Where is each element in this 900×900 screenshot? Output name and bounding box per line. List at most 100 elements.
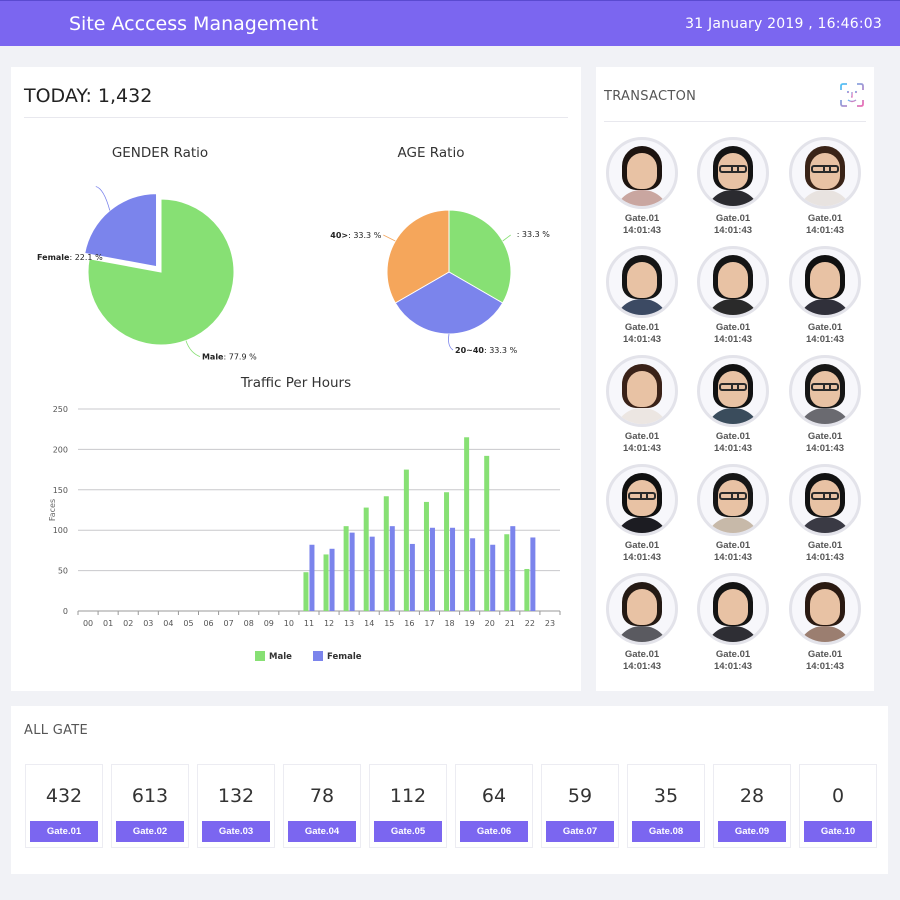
bar-male[interactable] (524, 568, 530, 611)
bar-male[interactable] (323, 554, 329, 611)
y-tick-label: 0 (63, 607, 68, 616)
pie-slice-male[interactable] (87, 198, 235, 346)
transaction-item[interactable]: Gate.01 14:01:43 (604, 573, 680, 673)
gate-button[interactable]: Gate.01 (30, 821, 98, 842)
bar-male[interactable] (423, 501, 429, 611)
transaction-time: 14:01:43 (713, 334, 753, 345)
pie-slice-female[interactable] (84, 193, 158, 268)
transaction-time: 14:01:43 (713, 552, 753, 563)
bar-male[interactable] (363, 507, 369, 611)
avatar-body (615, 626, 669, 642)
gate-button[interactable]: Gate.06 (460, 821, 528, 842)
x-tick-label: 22 (525, 619, 535, 628)
y-tick-label: 50 (58, 567, 68, 576)
avatar (606, 246, 678, 318)
transaction-item[interactable]: Gate.01 14:01:43 (787, 137, 863, 237)
transaction-item[interactable]: Gate.01 14:01:43 (604, 355, 680, 455)
pie-label-age-under-20: : 33.3 % (517, 230, 551, 239)
gate-card: 78 Gate.04 (283, 764, 361, 848)
transaction-item[interactable]: Gate.01 14:01:43 (695, 355, 771, 455)
bar-male[interactable] (303, 572, 309, 611)
bar-male[interactable] (504, 534, 510, 611)
bar-male[interactable] (403, 469, 409, 611)
bar-male[interactable] (444, 492, 450, 611)
avatar-face (627, 371, 657, 407)
gate-button[interactable]: Gate.08 (632, 821, 700, 842)
app-header: Site Acccess Management 31 January 2019 … (0, 0, 900, 46)
pie-label-age-over-40: 40>: 33.3 % (330, 231, 381, 240)
gate-button[interactable]: Gate.03 (202, 821, 270, 842)
transaction-item[interactable]: Gate.01 14:01:43 (787, 355, 863, 455)
face-scan-icon[interactable] (839, 82, 865, 108)
avatar (606, 464, 678, 536)
gate-count: 35 (653, 785, 679, 807)
transaction-panel: TRANSACTON Gate.01 14:01:43 Gate.01 14:01:4… (596, 67, 874, 691)
avatar (606, 355, 678, 427)
bar-male[interactable] (383, 496, 389, 611)
bar-female[interactable] (429, 527, 435, 611)
traffic-bar-chart: 0 50 100 150 200 250 Faces 00 01 02 03 04 05 06 07 08 09… (48, 405, 561, 662)
gate-card: 28 Gate.09 (713, 764, 791, 848)
avatar (697, 137, 769, 209)
transaction-gate: Gate.01 (715, 540, 751, 551)
bar-female[interactable] (450, 527, 456, 611)
bar-female[interactable] (490, 544, 496, 611)
gate-count: 78 (309, 785, 335, 807)
transaction-time: 14:01:43 (622, 443, 662, 454)
avatar-body (615, 299, 669, 315)
transaction-time: 14:01:43 (622, 334, 662, 345)
transaction-item[interactable]: Gate.01 14:01:43 (695, 246, 771, 346)
transaction-gate: Gate.01 (807, 322, 843, 333)
bar-male[interactable] (343, 526, 349, 611)
bar-male[interactable] (464, 437, 470, 611)
transaction-item[interactable]: Gate.01 14:01:43 (604, 246, 680, 346)
gate-button[interactable]: Gate.10 (804, 821, 872, 842)
gate-button[interactable]: Gate.02 (116, 821, 184, 842)
gate-card: 432 Gate.01 (25, 764, 103, 848)
legend-label[interactable]: Male (269, 652, 292, 662)
legend-label[interactable]: Female (327, 652, 362, 662)
gate-card: 59 Gate.07 (541, 764, 619, 848)
gate-card: 112 Gate.05 (369, 764, 447, 848)
bar-female[interactable] (470, 538, 476, 611)
avatar (789, 246, 861, 318)
avatar-body (706, 190, 760, 206)
bar-male[interactable] (484, 455, 490, 611)
transaction-item[interactable]: Gate.01 14:01:43 (787, 246, 863, 346)
legend-swatch[interactable] (255, 651, 265, 661)
bar-female[interactable] (409, 543, 415, 611)
gate-button[interactable]: Gate.05 (374, 821, 442, 842)
leader-line (95, 186, 111, 211)
bar-female[interactable] (329, 548, 335, 611)
x-tick-label: 19 (465, 619, 475, 628)
transaction-item[interactable]: Gate.01 14:01:43 (695, 464, 771, 564)
y-tick-label: 100 (53, 526, 68, 535)
gate-card: 35 Gate.08 (627, 764, 705, 848)
gate-button[interactable]: Gate.07 (546, 821, 614, 842)
avatar (789, 573, 861, 645)
transaction-time: 14:01:43 (805, 443, 845, 454)
avatar (606, 573, 678, 645)
transaction-item[interactable]: Gate.01 14:01:43 (604, 137, 680, 237)
gate-button[interactable]: Gate.09 (718, 821, 786, 842)
x-tick-label: 05 (183, 619, 193, 628)
bar-female[interactable] (510, 526, 516, 611)
x-tick-label: 14 (364, 619, 374, 628)
transaction-item[interactable]: Gate.01 14:01:43 (695, 573, 771, 673)
gate-count: 0 (831, 785, 845, 807)
avatar-face (627, 153, 657, 189)
transaction-time: 14:01:43 (805, 661, 845, 672)
bar-female[interactable] (369, 536, 375, 611)
transaction-item[interactable]: Gate.01 14:01:43 (787, 464, 863, 564)
divider (24, 117, 568, 118)
transaction-item[interactable]: Gate.01 14:01:43 (695, 137, 771, 237)
transaction-item[interactable]: Gate.01 14:01:43 (604, 464, 680, 564)
gate-button[interactable]: Gate.04 (288, 821, 356, 842)
legend-swatch[interactable] (313, 651, 323, 661)
avatar-body (706, 299, 760, 315)
transaction-item[interactable]: Gate.01 14:01:43 (787, 573, 863, 673)
bar-female[interactable] (309, 544, 315, 611)
bar-female[interactable] (530, 537, 536, 611)
bar-female[interactable] (349, 532, 355, 611)
bar-female[interactable] (389, 526, 395, 611)
